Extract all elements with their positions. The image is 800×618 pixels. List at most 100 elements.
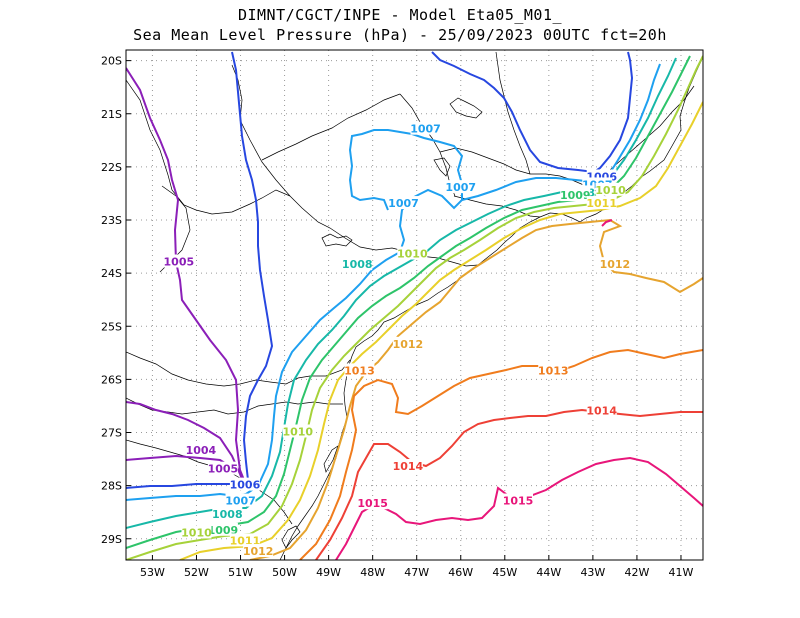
x-tick-label: 53W	[140, 566, 165, 579]
x-tick-label: 46W	[448, 566, 473, 579]
x-tick-label: 44W	[536, 566, 561, 579]
y-tick-label: 29S	[101, 533, 122, 546]
contour-label-bg	[560, 188, 591, 202]
isobar-1008	[126, 57, 677, 529]
contour-label-bg	[392, 459, 423, 473]
map-title-line-1: DIMNT/CGCT/INPE - Model Eta05_M01_	[237, 6, 563, 24]
contour-label-bg	[357, 496, 388, 510]
contour-label-bg	[342, 257, 373, 271]
contour-label-bg	[163, 254, 194, 268]
y-tick-label: 28S	[101, 480, 122, 493]
contour-label: 1007	[225, 495, 256, 508]
x-tick-label: 45W	[492, 566, 517, 579]
contour-label: 1008	[212, 508, 243, 521]
contour-label-bg	[410, 121, 441, 135]
x-tick-label: 43W	[580, 566, 605, 579]
contour-label: 1006	[230, 479, 261, 492]
reservoir	[433, 157, 451, 177]
contour-label-bg	[207, 522, 238, 536]
isobar-1011	[179, 101, 703, 560]
isobar-1004	[126, 454, 237, 471]
y-tick-label: 27S	[101, 427, 122, 440]
y-tick-label: 22S	[101, 161, 122, 174]
contour-label: 1007	[388, 197, 419, 210]
contour-label-bg	[388, 196, 419, 210]
contour-label: 1009	[560, 189, 591, 202]
state-border	[126, 351, 351, 387]
isobar-1006	[126, 51, 274, 489]
contour-label-bg	[595, 182, 626, 196]
isobar-1012	[249, 218, 703, 560]
y-tick-label: 21S	[101, 108, 122, 121]
contour-label-bg	[538, 363, 569, 377]
contour-label: 1010	[397, 248, 428, 261]
x-tick-label: 41W	[669, 566, 694, 579]
isobar-1015-small	[601, 219, 613, 227]
x-tick-label: 52W	[184, 566, 209, 579]
isobar-1007	[126, 129, 464, 501]
isobar-1010	[126, 55, 703, 560]
contour-label-bg	[599, 257, 630, 271]
contour-label: 1013	[538, 364, 569, 377]
y-tick-label: 20S	[101, 55, 122, 68]
contour-label-bg	[212, 506, 243, 520]
contour-label-bg	[586, 196, 617, 210]
lagoon	[323, 445, 339, 473]
contour-label-bg	[392, 336, 423, 350]
state-border	[495, 51, 531, 175]
isobar-1006-north	[431, 51, 634, 174]
map-title-line-2: Sea Mean Level Pressure (hPa) - 25/09/20…	[133, 26, 667, 44]
contour-label-bg	[586, 403, 617, 417]
contour-label-bg	[503, 493, 534, 507]
state-border	[261, 93, 401, 161]
contour-label: 1014	[393, 460, 424, 473]
x-tick-label: 50W	[272, 566, 297, 579]
x-tick-label: 42W	[624, 566, 649, 579]
contour-label-bg	[225, 493, 256, 507]
isobar-1014	[315, 408, 703, 560]
contour-label: 1004	[186, 444, 217, 457]
contour-label-bg	[243, 544, 274, 558]
contour-label: 1005	[208, 463, 239, 476]
contour-label: 1013	[344, 364, 375, 377]
contour-label-bg	[397, 246, 428, 260]
x-tick-label: 47W	[404, 566, 429, 579]
axis-ticks: 53W 52W 51W 50W 49W 48W 47W 46W 45W 44W 43W 42W 41W 2…	[101, 55, 694, 579]
reservoir	[449, 97, 483, 119]
contour-label: 1010	[181, 526, 212, 539]
isobar-1015	[335, 456, 703, 560]
y-tick-label: 25S	[101, 320, 122, 333]
contour-label-bg	[181, 525, 212, 539]
contour-label-bg	[229, 533, 260, 547]
contour-label: 1007	[410, 123, 441, 136]
contour-label: 1011	[586, 197, 617, 210]
contour-label-bg	[282, 424, 313, 438]
contour-label: 1008	[342, 258, 373, 271]
state-border	[231, 64, 479, 267]
contour-label: 1005	[164, 256, 195, 269]
y-tick-label: 24S	[101, 267, 122, 280]
y-tick-label: 23S	[101, 214, 122, 227]
lagoon	[281, 525, 301, 549]
contour-label-bg	[344, 363, 375, 377]
contour-label-bg	[445, 180, 476, 194]
contour-label: 1012	[243, 545, 274, 558]
contour-label: 1015	[503, 495, 534, 508]
contour-label-bg	[185, 443, 216, 457]
state-border	[453, 195, 541, 218]
x-tick-label: 49W	[316, 566, 341, 579]
isobar-1007-east	[461, 63, 661, 201]
contour-label: 1015	[357, 497, 388, 510]
state-border	[126, 79, 291, 215]
contour-label-bg	[207, 461, 238, 475]
contour-label: 1007	[445, 181, 476, 194]
isobar-1013	[299, 348, 703, 560]
contour-label: 1014	[586, 404, 617, 417]
contour-label-bg	[229, 477, 260, 491]
contour-labels: 1007100710071006100710081009101010111012…	[163, 121, 630, 558]
contour-label: 1012	[393, 338, 424, 351]
contour-label: 1010	[595, 184, 626, 197]
map-frame	[125, 49, 704, 561]
contour-label: 1010	[282, 426, 313, 439]
